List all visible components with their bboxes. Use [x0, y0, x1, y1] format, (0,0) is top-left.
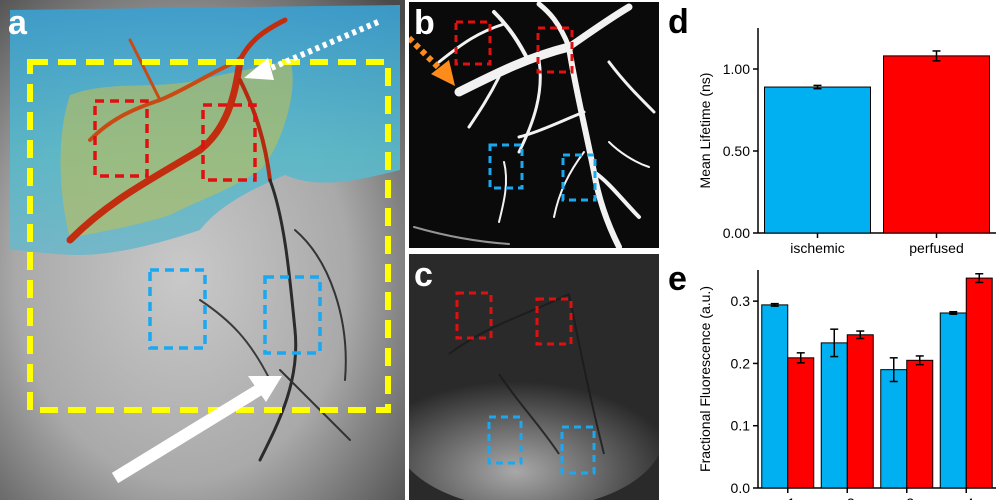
y-tick-label: 0.2 [731, 355, 751, 371]
bar-perfused-s0 [883, 55, 990, 234]
bar-ischemic-s0 [764, 86, 871, 234]
y-tick-label: 0.1 [731, 418, 751, 434]
roi-blue-2 [561, 153, 597, 202]
panel-c-image: c [409, 254, 659, 500]
bar-c2-s1 [846, 334, 874, 489]
bar-c1-s1 [787, 357, 815, 489]
panel-a-image: a [0, 0, 405, 500]
vessels-overlay [66, 17, 351, 462]
panel-b-graphic [409, 2, 659, 248]
y-tick-label: 0.50 [723, 143, 750, 159]
panel-c-graphic [409, 254, 659, 500]
y-axis-label: Mean Lifetime (ns) [697, 73, 713, 189]
y-tick-label: 0.0 [731, 480, 751, 496]
chart-d-mean-lifetime: 0.00 0.50 1.00 Mean Lifetime (ns) ischemic pe… [697, 28, 996, 256]
x-tick-label: ischemic [790, 240, 844, 256]
panel-label-d: d [668, 3, 689, 41]
panel-b-image: b [409, 2, 659, 248]
y-axis-label: Fractional Fluorescence (a.u.) [697, 286, 713, 472]
panel-label-b: b [414, 4, 435, 42]
solid-arrow-head [248, 376, 282, 402]
roi-blue-1 [488, 143, 524, 190]
chart-e-fractional-fluorescence: 0.0 0.1 0.2 0.3 Fractional Fluorescence (a.u… [697, 270, 996, 500]
dotted-arrow-shaft [260, 19, 380, 75]
dotted-arrow-head [244, 58, 274, 80]
bar-c4-s1 [965, 277, 993, 489]
y-tick-label: 1.00 [723, 61, 750, 77]
y-tick-label: 0.3 [731, 293, 751, 309]
x-tick-label: perfused [909, 240, 963, 256]
bar-c3-s1 [906, 359, 934, 489]
roi-red-2 [536, 26, 574, 74]
roi-red-1 [454, 20, 492, 66]
x-tick-label: c1 [780, 495, 795, 500]
field-of-view-box [27, 59, 391, 413]
x-tick-label: c2 [840, 495, 855, 500]
panel-label-c: c [414, 256, 433, 294]
fluorescence-glow [409, 359, 659, 500]
orange-arrow-head [431, 60, 455, 86]
bar-c1-s0 [761, 304, 789, 489]
panel-label-e: e [668, 260, 687, 298]
roi-red-1 [93, 99, 149, 178]
bar-c2-s0 [820, 342, 848, 489]
orange-arrow-shaft [409, 35, 444, 73]
solid-arrow-shaft [111, 382, 266, 484]
roi-blue-2 [560, 425, 596, 475]
bar-c3-s0 [880, 369, 908, 489]
roi-red-2 [201, 103, 257, 182]
roi-blue-1 [487, 415, 523, 465]
roi-red-2 [535, 297, 573, 346]
x-tick-label: c3 [899, 495, 914, 500]
y-tick-label: 0.00 [723, 225, 750, 241]
panel-a-graphic [0, 0, 405, 500]
bar-c4-s0 [939, 312, 967, 489]
roi-red-1 [455, 291, 493, 340]
roi-blue-1 [148, 268, 207, 350]
x-tick-label: c4 [959, 495, 974, 500]
vessel-tree [413, 2, 656, 248]
roi-blue-2 [263, 275, 322, 355]
panel-label-a: a [8, 4, 27, 42]
